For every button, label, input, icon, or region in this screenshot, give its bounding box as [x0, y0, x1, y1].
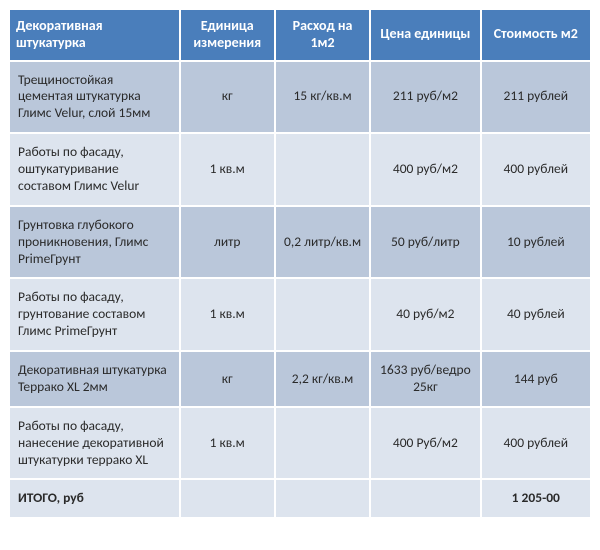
table-total-row: ИТОГО, руб 1 205-00: [9, 479, 591, 518]
cell-rate: [275, 407, 370, 480]
cell-cost: 144 руб: [481, 351, 591, 407]
cell-unit: кг: [180, 61, 275, 134]
cell-cost: 400 рублей: [481, 407, 591, 480]
table-row: Работы по фасаду, нанесение декоративной…: [9, 407, 591, 480]
col-header-price: Цена единицы: [370, 9, 480, 61]
cell-unit: кг: [180, 351, 275, 407]
cell-price: 50 руб/литр: [370, 206, 480, 279]
cell-price: 400 Руб/м2: [370, 407, 480, 480]
cell-rate: 2,2 кг/кв.м: [275, 351, 370, 407]
cell-desc: Грунтовка глубокого проникновения, Глимс…: [9, 206, 180, 279]
cell-price: 400 руб/м2: [370, 133, 480, 206]
table-row: Декоративная штукатурка Террако XL 2мм к…: [9, 351, 591, 407]
cell-unit: 1 кв.м: [180, 133, 275, 206]
cell-rate: [275, 278, 370, 351]
cell-unit: литр: [180, 206, 275, 279]
cell-cost: 10 рублей: [481, 206, 591, 279]
cell-cost: 40 рублей: [481, 278, 591, 351]
total-value: 1 205-00: [481, 479, 591, 518]
cell-cost: 211 рублей: [481, 61, 591, 134]
table-row: Трещиностойкая цементая штукатурка Глимс…: [9, 61, 591, 134]
table-row: Грунтовка глубокого проникновения, Глимс…: [9, 206, 591, 279]
cell-price: 40 руб/м2: [370, 278, 480, 351]
total-empty: [275, 479, 370, 518]
table-body: Трещиностойкая цементая штукатурка Глимс…: [9, 61, 591, 519]
cell-desc: Работы по фасаду, нанесение декоративной…: [9, 407, 180, 480]
cell-desc: Декоративная штукатурка Террако XL 2мм: [9, 351, 180, 407]
cell-unit: 1 кв.м: [180, 407, 275, 480]
col-header-desc: Декоративная штукатурка: [9, 9, 180, 61]
total-empty: [180, 479, 275, 518]
table-row: Работы по фасаду, оштукатуривание состав…: [9, 133, 591, 206]
cell-price: 211 руб/м2: [370, 61, 480, 134]
total-label: ИТОГО, руб: [9, 479, 180, 518]
cell-rate: 0,2 литр/кв.м: [275, 206, 370, 279]
cell-desc: Работы по фасаду, оштукатуривание состав…: [9, 133, 180, 206]
cell-unit: 1 кв.м: [180, 278, 275, 351]
total-empty: [370, 479, 480, 518]
col-header-unit: Единица измерения: [180, 9, 275, 61]
table-row: Работы по фасаду, грунтование составом Г…: [9, 278, 591, 351]
cell-desc: Трещиностойкая цементая штукатурка Глимс…: [9, 61, 180, 134]
cell-cost: 400 рублей: [481, 133, 591, 206]
col-header-cost: Стоимость м2: [481, 9, 591, 61]
cell-price: 1633 руб/ведро 25кг: [370, 351, 480, 407]
col-header-rate: Расход на 1м2: [275, 9, 370, 61]
cell-rate: [275, 133, 370, 206]
cell-desc: Работы по фасаду, грунтование составом Г…: [9, 278, 180, 351]
table-header-row: Декоративная штукатурка Единица измерени…: [9, 9, 591, 61]
cell-rate: 15 кг/кв.м: [275, 61, 370, 134]
pricing-table: Декоративная штукатурка Единица измерени…: [8, 8, 592, 519]
